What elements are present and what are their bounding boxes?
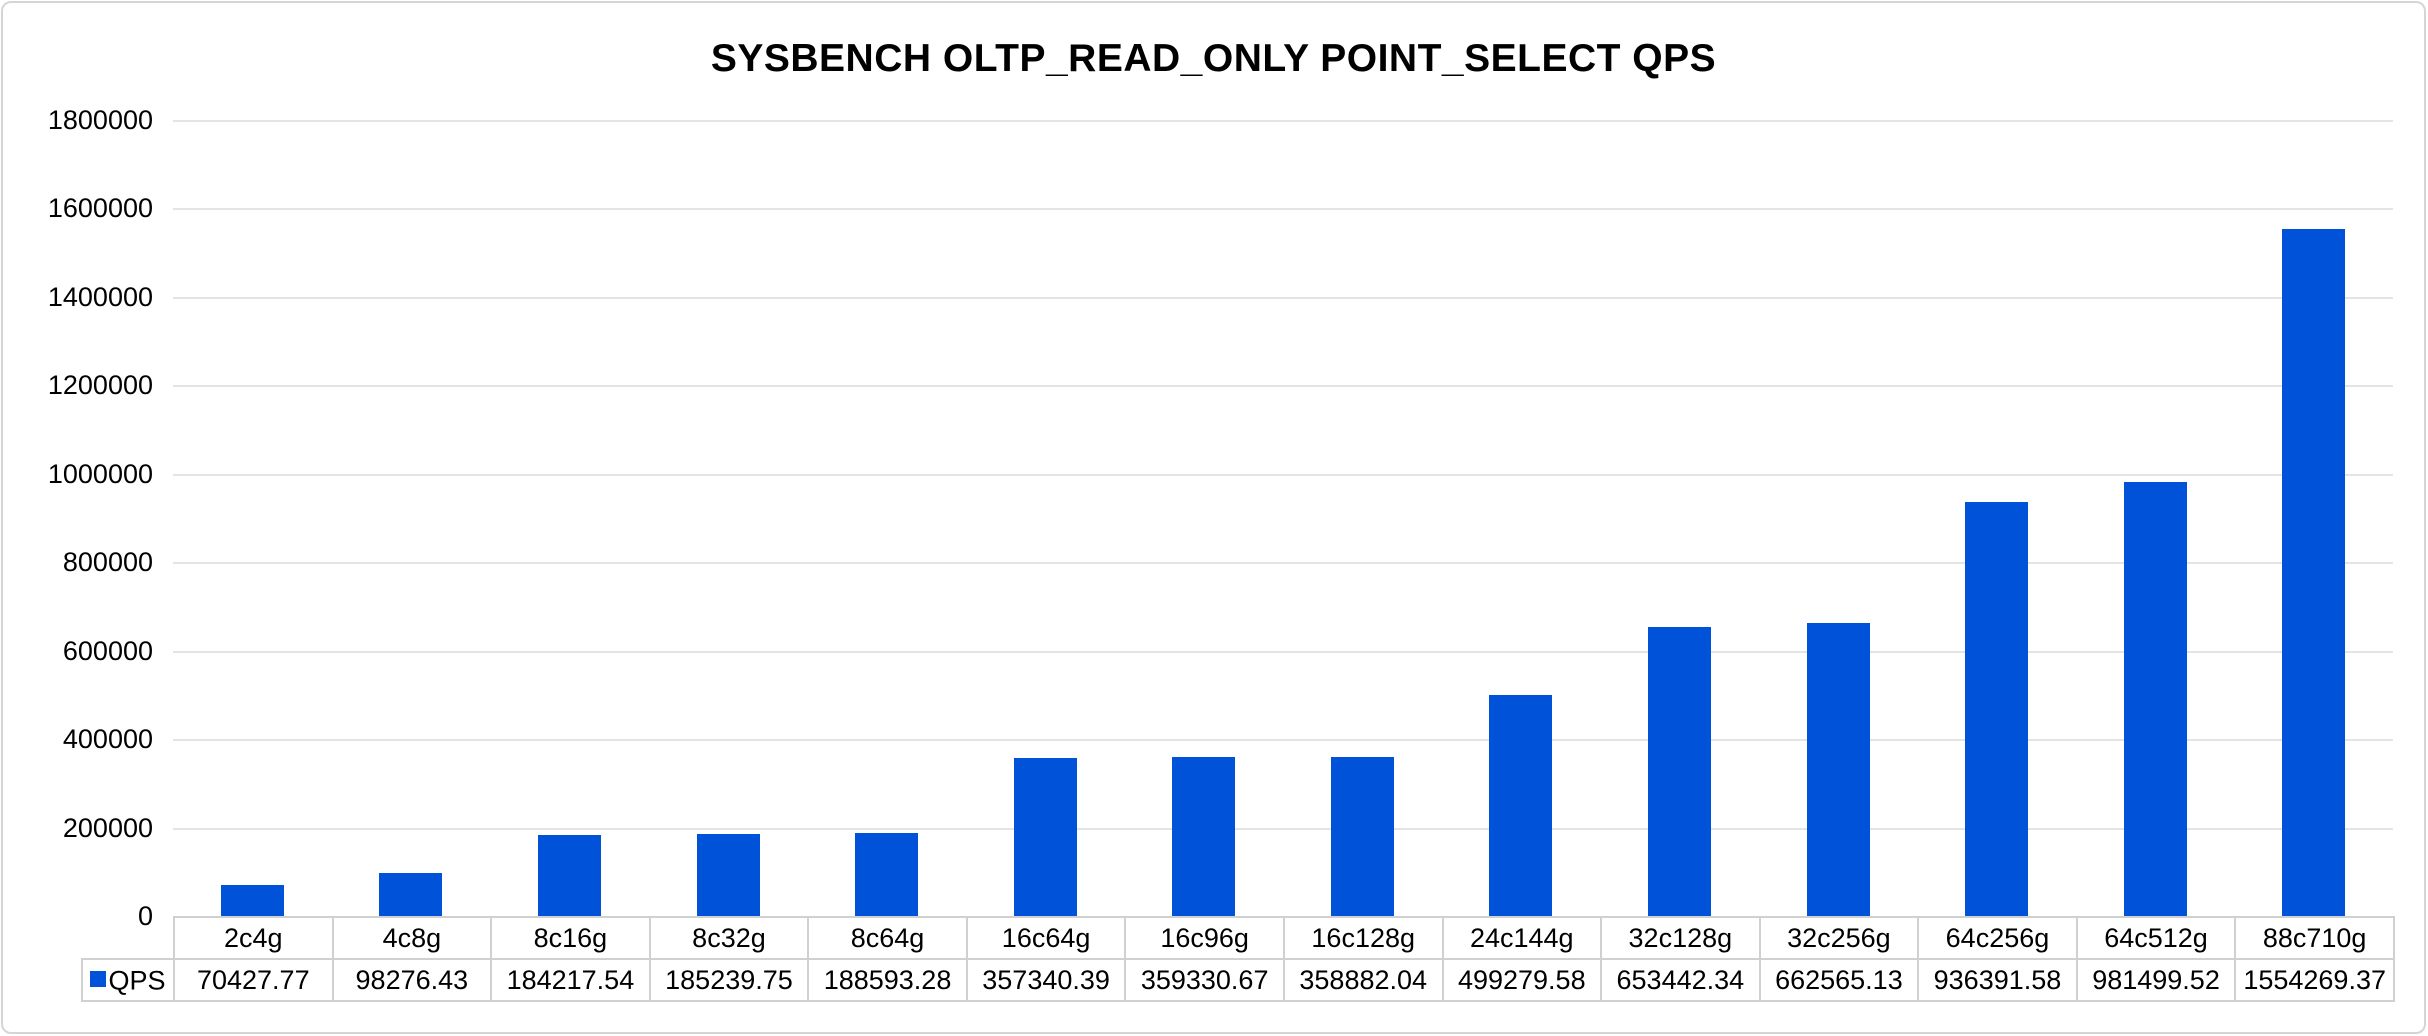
category-cell-32c128g: 32c128g	[1600, 916, 1761, 960]
y-tick-label: 400000	[62, 724, 153, 755]
category-cell-32c256g: 32c256g	[1758, 916, 1920, 960]
value-cell-16c128g: 358882.04	[1282, 958, 1444, 1002]
bar-16c64g	[1013, 757, 1077, 916]
bar-16c128g	[1330, 757, 1394, 916]
bar-32c256g	[1806, 623, 1870, 916]
y-tick-label: 1800000	[47, 105, 153, 135]
gridline	[173, 120, 2393, 122]
category-cell-8c16g: 8c16g	[490, 916, 651, 960]
category-cell-2c4g: 2c4g	[173, 916, 334, 960]
bar-32c128g	[1647, 627, 1711, 916]
category-cell-16c64g: 16c64g	[965, 916, 1127, 960]
category-cell-64c256g: 64c256g	[1917, 916, 2078, 960]
legend-cell: QPS	[81, 958, 175, 1002]
value-cell-24c144g: 499279.58	[1441, 958, 1603, 1002]
value-cell-64c256g: 936391.58	[1917, 958, 2078, 1002]
y-tick-label: 1400000	[47, 281, 153, 312]
bar-4c8g	[379, 872, 443, 916]
bar-8c64g	[855, 832, 919, 916]
bar-16c96g	[1172, 757, 1236, 916]
y-tick-label: 0	[137, 901, 153, 931]
gridline	[173, 208, 2393, 211]
bar-88c710g	[2282, 228, 2346, 916]
value-cell-88c710g: 1554269.37	[2234, 958, 2395, 1002]
gridline	[173, 562, 2393, 565]
bar-64c256g	[1965, 501, 2029, 916]
gridline	[173, 473, 2393, 476]
category-cell-4c8g: 4c8g	[331, 916, 493, 960]
category-cell-8c32g: 8c32g	[648, 916, 810, 960]
gridline	[173, 827, 2393, 830]
y-tick-label: 200000	[62, 812, 153, 843]
value-cell-32c256g: 662565.13	[1758, 958, 1920, 1002]
gridline	[173, 650, 2393, 653]
legend-swatch-icon	[90, 970, 107, 987]
value-cell-16c64g: 357340.39	[965, 958, 1127, 1002]
category-cell-88c710g: 88c710g	[2234, 916, 2395, 960]
table-corner	[82, 917, 174, 959]
value-cell-4c8g: 98276.43	[331, 958, 493, 1002]
gridline	[173, 739, 2393, 742]
y-tick-label: 800000	[62, 547, 153, 578]
plot-area	[173, 120, 2393, 916]
y-tick-label: 1600000	[47, 193, 153, 224]
bar-8c16g	[537, 834, 601, 916]
data-table: 2c4g 4c8g 8c16g 8c32g 8c64g 16c64g 16c96g 16c12…	[81, 916, 2395, 1002]
value-cell-32c128g: 653442.34	[1600, 958, 1761, 1002]
category-cell-8c64g: 8c64g	[807, 916, 968, 960]
y-tick-label: 600000	[62, 635, 153, 666]
category-cell-64c512g: 64c512g	[2075, 916, 2237, 960]
bar-8c32g	[696, 834, 760, 916]
value-cell-64c512g: 981499.52	[2075, 958, 2237, 1002]
category-cell-24c144g: 24c144g	[1441, 916, 1603, 960]
legend-label: QPS	[108, 965, 166, 996]
gridline	[173, 385, 2393, 388]
y-axis: 1800000 1600000 1400000 1200000 1000000 80000…	[3, 3, 153, 1032]
value-cell-8c64g: 188593.28	[807, 958, 968, 1002]
bar-64c512g	[2123, 481, 2187, 916]
value-cell-2c4g: 70427.77	[173, 958, 334, 1002]
y-tick-label: 1000000	[47, 458, 153, 489]
value-cell-8c16g: 184217.54	[490, 958, 651, 1002]
category-cell-16c96g: 16c96g	[1124, 916, 1285, 960]
chart-title: SYSBENCH OLTP_READ_ONLY POINT_SELECT QPS	[710, 37, 1717, 80]
bar-2c4g	[220, 884, 284, 916]
category-cell-16c128g: 16c128g	[1282, 916, 1444, 960]
gridline	[173, 296, 2393, 299]
bar-24c144g	[1489, 695, 1553, 916]
value-cell-16c96g: 359330.67	[1124, 958, 1285, 1002]
value-cell-8c32g: 185239.75	[648, 958, 810, 1002]
y-tick-label: 1200000	[47, 370, 153, 401]
